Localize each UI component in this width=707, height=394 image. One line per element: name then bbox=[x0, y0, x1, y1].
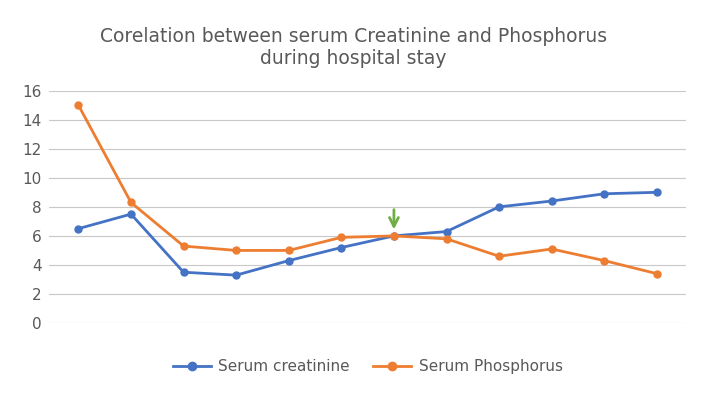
Serum Phosphorus bbox=[232, 248, 240, 253]
Legend: Serum creatinine, Serum Phosphorus: Serum creatinine, Serum Phosphorus bbox=[166, 353, 569, 381]
Serum creatinine bbox=[232, 273, 240, 277]
Serum creatinine bbox=[443, 229, 451, 234]
Serum Phosphorus bbox=[284, 248, 293, 253]
Serum creatinine bbox=[390, 234, 398, 238]
Serum Phosphorus bbox=[495, 254, 503, 258]
Serum creatinine bbox=[495, 204, 503, 209]
Serum creatinine bbox=[74, 226, 83, 231]
Serum creatinine bbox=[337, 245, 346, 250]
Serum creatinine bbox=[284, 258, 293, 263]
Serum Phosphorus bbox=[74, 103, 83, 108]
Serum creatinine bbox=[180, 270, 188, 275]
Serum Phosphorus bbox=[337, 235, 346, 240]
Serum Phosphorus bbox=[127, 200, 135, 205]
Serum creatinine bbox=[127, 212, 135, 216]
Text: Corelation between serum Creatinine and Phosphorus
during hospital stay: Corelation between serum Creatinine and … bbox=[100, 27, 607, 68]
Serum Phosphorus bbox=[547, 247, 556, 251]
Serum Phosphorus bbox=[600, 258, 609, 263]
Serum creatinine bbox=[600, 191, 609, 196]
Serum creatinine bbox=[547, 199, 556, 203]
Serum creatinine bbox=[653, 190, 661, 195]
Serum Phosphorus bbox=[390, 234, 398, 238]
Serum Phosphorus bbox=[443, 236, 451, 241]
Serum Phosphorus bbox=[180, 244, 188, 249]
Line: Serum creatinine: Serum creatinine bbox=[75, 189, 660, 279]
Serum Phosphorus bbox=[653, 271, 661, 276]
Line: Serum Phosphorus: Serum Phosphorus bbox=[75, 102, 660, 277]
